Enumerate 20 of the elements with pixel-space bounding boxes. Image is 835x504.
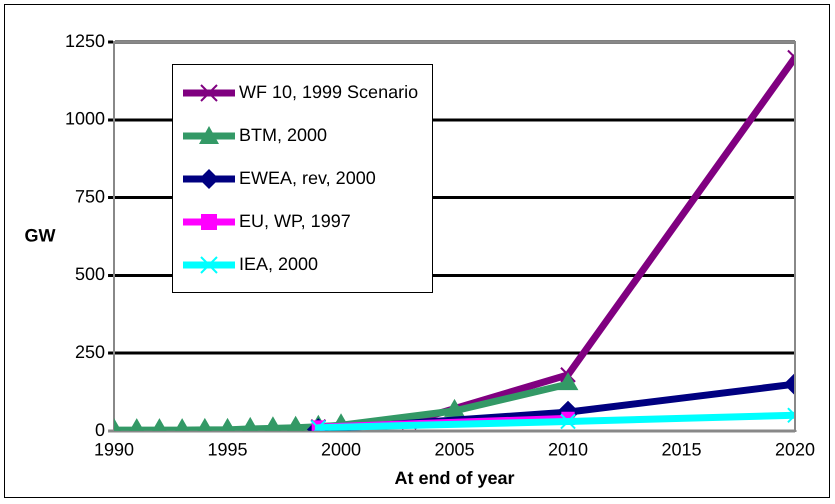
x-tick-label: 2015	[661, 440, 702, 460]
y-tick-label: 500	[74, 264, 106, 284]
y-tick-label: 0	[95, 420, 106, 440]
x-axis-title: At end of year	[394, 468, 515, 488]
y-tick-label: 1250	[64, 30, 106, 51]
legend-label: IEA, 2000	[239, 254, 318, 275]
y-tick-label: 750	[74, 186, 106, 206]
legend-label: EWEA, rev, 2000	[239, 168, 376, 189]
y-tick-label: 250	[74, 342, 106, 362]
legend-label: BTM, 2000	[239, 125, 328, 146]
legend-label: EU, WP, 1997	[239, 211, 351, 232]
x-tick-label: 1990	[94, 440, 134, 460]
x-tick-label: 2000	[321, 440, 362, 460]
x-tick-label: 1995	[208, 440, 248, 460]
x-tick-label: 2020	[774, 440, 816, 460]
legend-label: WF 10, 1999 Scenario	[239, 82, 418, 103]
y-axis-title: GW	[24, 225, 56, 246]
x-tick-label: 2005	[434, 440, 475, 460]
x-tick-label: 2010	[548, 440, 588, 460]
y-tick-label: 1000	[64, 108, 106, 129]
